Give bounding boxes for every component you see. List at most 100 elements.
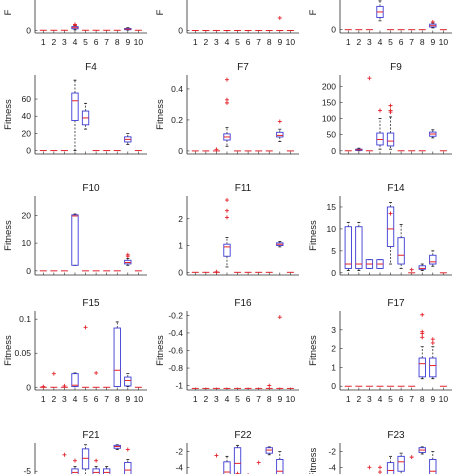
chart-panel: 0 20 40 60 F4 Fitness <box>3 62 147 156</box>
box <box>397 455 405 472</box>
chart-title: F22 <box>234 430 252 441</box>
chart-title: F15 <box>82 298 100 309</box>
x-tick-label: 10 <box>439 37 449 47</box>
marks <box>214 444 284 474</box>
x-tick-label: 3 <box>214 394 219 404</box>
y-tick-label: 2 <box>178 214 183 224</box>
chart-title: F11 <box>235 183 252 194</box>
outlier-point <box>377 465 382 470</box>
x-tick-label: 9 <box>125 394 130 404</box>
marks <box>344 202 447 274</box>
outlier-point <box>41 384 46 389</box>
x-tick-label: 10 <box>286 37 296 47</box>
x-tick-label: 5 <box>83 37 88 47</box>
outlier-point <box>83 325 88 330</box>
box <box>71 92 79 121</box>
y-tick-label: 10 <box>327 224 337 234</box>
outlier-point <box>267 383 272 388</box>
x-tick-label: 5 <box>83 394 88 404</box>
box <box>344 226 352 269</box>
box <box>429 357 437 378</box>
outlier-point <box>420 331 425 336</box>
y-tick-label: 0.05 <box>14 348 31 358</box>
outlier-point <box>388 103 393 108</box>
box <box>418 265 426 270</box>
x-tick-label: 5 <box>235 37 240 47</box>
outlier-point <box>94 370 99 375</box>
marks <box>191 315 294 389</box>
marks <box>39 213 142 272</box>
x-tick-label: 4 <box>73 37 78 47</box>
marks <box>39 79 142 152</box>
box <box>71 468 79 474</box>
y-tick-label: 0 <box>178 146 183 156</box>
y-tick-label: 20 <box>22 128 32 138</box>
box <box>81 448 90 470</box>
y-tick-label: -0.8 <box>168 363 183 373</box>
y-tick-label: 150 <box>322 97 336 107</box>
box <box>103 468 111 474</box>
outlier-point <box>214 269 219 274</box>
chart-panel: 1 2 3 4 5 6 7 8 9 10 0 0.05 0.1 F15 Fitness <box>3 298 147 404</box>
y-tick-label: -2 <box>328 447 336 457</box>
y-tick-label: 0.4 <box>171 84 183 94</box>
y-tick-label: -0.2 <box>168 310 183 320</box>
outlier-point <box>224 198 229 203</box>
y-axis-label: Fitness <box>155 99 166 130</box>
x-tick-label: 5 <box>388 37 393 47</box>
x-tick-label: 7 <box>256 394 261 404</box>
outlier-point <box>430 340 435 345</box>
box <box>429 254 437 265</box>
marks <box>344 76 447 152</box>
marks <box>62 444 132 474</box>
outlier-point <box>94 458 99 463</box>
x-tick-label: 8 <box>115 394 120 404</box>
x-tick-label: 4 <box>225 394 230 404</box>
marks <box>367 446 437 474</box>
x-tick-label: 9 <box>430 37 435 47</box>
chart-panel: 1 2 3 4 5 6 7 8 9 10 -0.2 -0.4 -0.6 -0.8 -1 F16 Fitness <box>155 298 299 404</box>
x-tick-label: 4 <box>378 37 383 47</box>
outlier-point <box>409 267 414 272</box>
marks <box>191 77 294 152</box>
y-tick-label: 0 <box>26 266 31 276</box>
y-tick-label: 2 <box>331 344 336 354</box>
y-tick-label: 100 <box>322 114 336 124</box>
x-tick-label: 1 <box>41 37 46 47</box>
x-tick-label: 3 <box>62 394 67 404</box>
outlier-point <box>388 110 393 115</box>
chart-title: F9 <box>390 62 402 73</box>
chart-panel: 1 2 3 4 5 6 7 8 9 10 0 F <box>308 0 452 47</box>
x-tick-label: 7 <box>409 394 414 404</box>
y-axis-label: Fitness <box>3 220 14 251</box>
chart-title: F14 <box>387 183 405 194</box>
x-tick-label: 8 <box>420 37 425 47</box>
chart-panel: 1 2 3 4 5 6 7 8 9 10 0 F <box>3 0 147 47</box>
chart-title: F16 <box>234 298 252 309</box>
outlier-point <box>72 458 77 463</box>
outlier-point <box>224 208 229 213</box>
y-tick-label: 0 <box>178 267 183 277</box>
outlier-point <box>62 452 67 457</box>
x-tick-label: 2 <box>51 37 56 47</box>
y-tick-label: 0 <box>26 146 31 156</box>
x-tick-label: 5 <box>235 394 240 404</box>
y-tick-label: -5 <box>23 466 31 474</box>
x-tick-label: 6 <box>94 37 99 47</box>
box <box>124 461 132 474</box>
x-tick-label: 10 <box>134 37 144 47</box>
box <box>92 468 100 474</box>
x-tick-label: 3 <box>367 37 372 47</box>
chart-title: F4 <box>85 62 97 73</box>
box <box>233 447 242 474</box>
x-tick-label: 2 <box>51 394 56 404</box>
x-tick-label: 7 <box>409 37 414 47</box>
outlier-point <box>430 337 435 342</box>
outlier-point <box>62 383 67 388</box>
outlier-point <box>72 23 77 28</box>
y-tick-label: 200 <box>322 81 336 91</box>
outlier-point <box>125 447 130 452</box>
box <box>71 373 79 388</box>
